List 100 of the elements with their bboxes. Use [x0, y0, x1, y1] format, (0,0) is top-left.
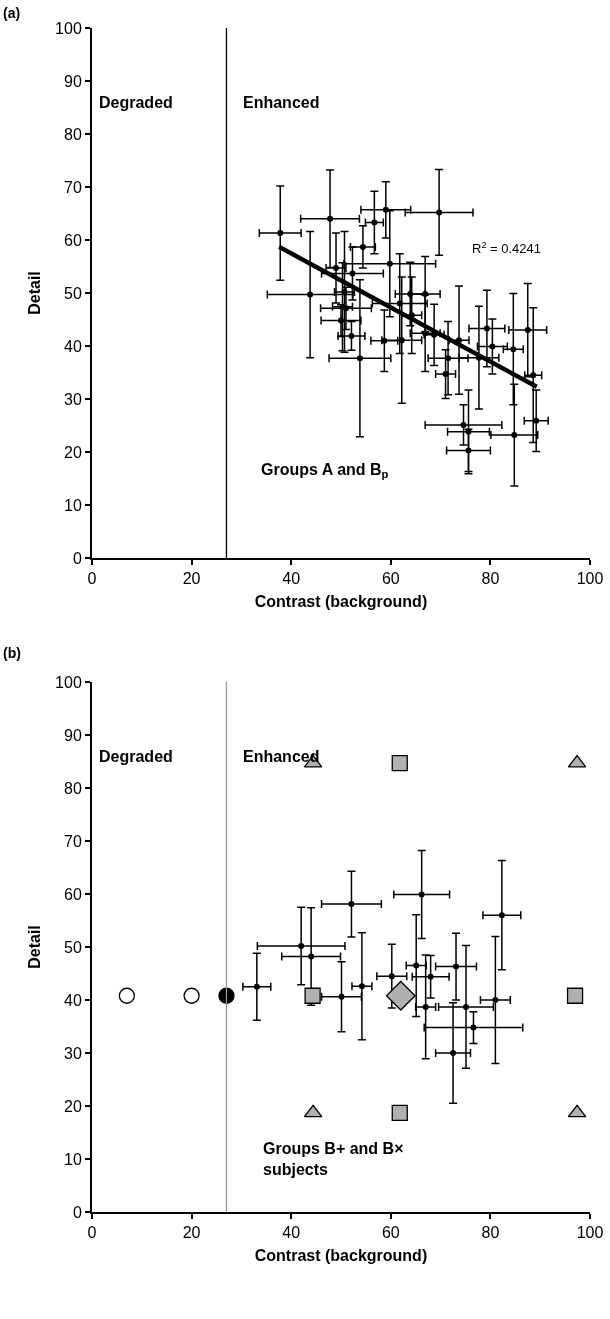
point	[333, 265, 340, 272]
x-tick-label: 40	[282, 1224, 301, 1242]
y-tick-label: 100	[55, 673, 82, 691]
y-axis-title: Detail	[26, 271, 44, 315]
point	[338, 993, 345, 1000]
point	[453, 963, 460, 970]
point	[391, 754, 408, 772]
y-tick-label: 10	[64, 1150, 82, 1168]
point	[382, 206, 389, 213]
x-tick-label: 40	[282, 570, 301, 588]
point	[338, 317, 344, 324]
y-tick-label: 20	[64, 443, 82, 461]
point	[348, 901, 355, 908]
point	[445, 355, 452, 362]
y-tick-label: 50	[64, 284, 82, 302]
annotation: Enhanced	[243, 748, 320, 765]
x-tick-label: 60	[381, 1224, 400, 1242]
point	[463, 1003, 469, 1010]
x-tick-label: 80	[481, 1224, 500, 1242]
y-tick-label: 10	[64, 496, 82, 514]
point	[371, 219, 378, 226]
point	[511, 432, 518, 439]
point	[307, 291, 314, 298]
x-tick-label: 0	[87, 1224, 97, 1242]
point	[218, 987, 235, 1004]
x-axis-title: Contrast (background)	[254, 593, 428, 611]
point	[465, 428, 472, 435]
point	[567, 754, 587, 768]
point	[510, 346, 517, 353]
point	[386, 260, 393, 267]
annotation: R$^{2}$ = 0.4241	[472, 240, 542, 257]
annotation: Degraded	[99, 94, 173, 111]
y-tick-label: 0	[72, 1203, 82, 1221]
y-tick-label: 50	[64, 938, 82, 956]
point	[489, 343, 496, 350]
point	[381, 337, 388, 344]
point	[348, 332, 355, 339]
annotation: Enhanced	[243, 94, 320, 111]
y-tick-label: 40	[64, 337, 82, 355]
x-axis-title: Contrast (background)	[254, 1247, 428, 1265]
y-tick-label: 80	[64, 779, 82, 797]
point	[436, 209, 443, 216]
point	[356, 355, 363, 362]
point	[450, 1050, 457, 1056]
point	[567, 1104, 587, 1118]
point	[385, 980, 416, 1011]
point	[118, 987, 136, 1004]
point	[492, 997, 499, 1003]
y-tick-label: 70	[64, 178, 82, 196]
annotation: Groups B+ and B× subjects	[263, 1140, 404, 1178]
point	[308, 953, 315, 960]
y-tick-label: 90	[64, 726, 82, 744]
y-tick-label: 60	[64, 231, 82, 249]
point	[303, 1104, 323, 1118]
y-tick-label: 60	[64, 885, 82, 903]
point	[359, 243, 366, 250]
point	[456, 337, 463, 344]
point	[442, 371, 449, 378]
point	[465, 447, 472, 454]
point	[253, 983, 260, 990]
point	[533, 417, 540, 424]
y-tick-label: 70	[64, 832, 82, 850]
y-tick-label: 80	[64, 125, 82, 143]
y-axis-title: Detail	[26, 925, 44, 969]
x-tick-label: 0	[87, 570, 97, 588]
point	[298, 942, 305, 949]
annotation: Degraded	[99, 748, 173, 765]
chart-title: (a)	[3, 4, 21, 21]
point	[470, 1024, 477, 1031]
point	[327, 215, 334, 222]
y-tick-label: 90	[64, 72, 82, 90]
point	[396, 300, 403, 307]
point	[422, 330, 429, 337]
chart-title: (b)	[3, 644, 21, 661]
point	[183, 987, 200, 1004]
point	[349, 270, 356, 277]
x-tick-label: 80	[481, 570, 500, 588]
y-tick-label: 30	[64, 390, 82, 408]
point	[304, 987, 321, 1004]
point	[422, 1003, 429, 1010]
point	[391, 1104, 408, 1122]
point	[566, 987, 584, 1004]
point	[530, 372, 537, 379]
point	[460, 421, 467, 428]
point	[524, 327, 531, 334]
point	[483, 325, 490, 332]
point	[277, 230, 284, 237]
x-tick-label: 20	[182, 570, 201, 588]
x-tick-label: 100	[576, 570, 604, 588]
y-tick-label: 20	[64, 1097, 82, 1115]
point	[398, 337, 405, 344]
point	[407, 291, 414, 298]
point	[422, 291, 429, 298]
annotation: Groups A and B$_{p}$	[261, 461, 389, 481]
point	[427, 973, 434, 980]
y-tick-label: 40	[64, 991, 82, 1009]
x-tick-label: 20	[182, 1224, 201, 1242]
x-tick-label: 100	[576, 1224, 604, 1242]
point	[418, 891, 425, 898]
point	[413, 962, 420, 969]
